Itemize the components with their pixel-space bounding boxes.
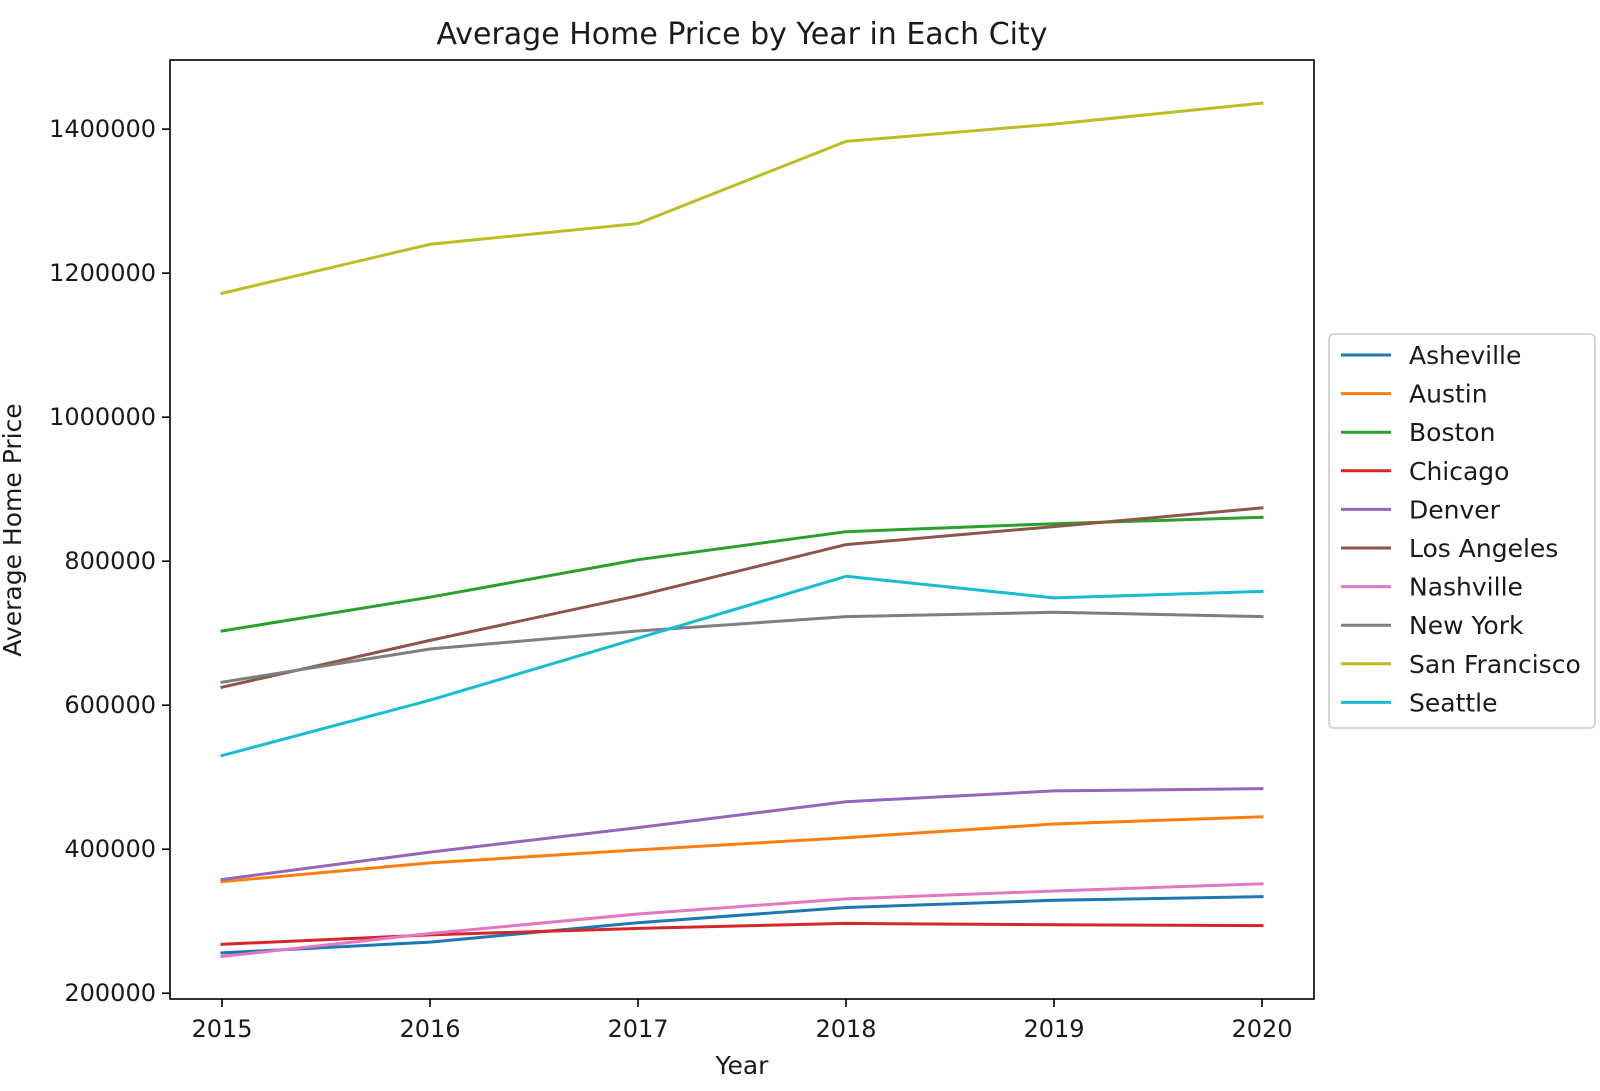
series-line-austin — [220, 815, 1264, 884]
x-tick-label: 2018 — [815, 1015, 876, 1043]
legend-label-san-francisco: San Francisco — [1409, 650, 1581, 679]
y-tick-label: 400000 — [64, 835, 156, 863]
legend-label-chicago: Chicago — [1409, 457, 1509, 486]
y-tick-label: 200000 — [64, 979, 156, 1007]
x-tick-label: 2015 — [191, 1015, 252, 1043]
series-line-san-francisco — [220, 101, 1264, 296]
series-line-chicago — [220, 921, 1264, 946]
x-axis: 2015 2016 2017 2018 2019 2020 — [191, 999, 1293, 1043]
legend-frame — [1328, 333, 1596, 729]
x-tick-label: 2020 — [1231, 1015, 1292, 1043]
series-line-seattle — [220, 574, 1264, 758]
series-line-nashville — [220, 882, 1264, 959]
y-tick-label: 600000 — [64, 691, 156, 719]
y-tick-label: 1000000 — [49, 403, 156, 431]
x-tick-label: 2016 — [399, 1015, 460, 1043]
y-tick-label: 1200000 — [49, 259, 156, 287]
y-tick-label: 1400000 — [49, 115, 156, 143]
x-axis-label: Year — [715, 1051, 770, 1080]
plot-area — [169, 59, 1315, 1000]
series-lines — [220, 101, 1264, 959]
y-axis-label: Average Home Price — [0, 403, 27, 656]
series-line-denver — [220, 787, 1264, 882]
legend: Asheville Austin Boston Chicago Denver Los An… — [1328, 333, 1596, 729]
legend-label-nashville: Nashville — [1409, 573, 1523, 602]
series-line-los-angeles — [220, 506, 1264, 689]
plot-frame — [169, 59, 1315, 1000]
legend-label-los-angeles: Los Angeles — [1409, 534, 1558, 563]
x-tick-label: 2019 — [1023, 1015, 1084, 1043]
legend-label-austin: Austin — [1409, 380, 1488, 409]
x-tick-label: 2017 — [607, 1015, 668, 1043]
y-tick-label: 800000 — [64, 547, 156, 575]
chart-title: Average Home Price by Year in Each City — [436, 17, 1047, 52]
series-line-new-york — [220, 610, 1264, 684]
legend-label-asheville: Asheville — [1409, 341, 1521, 370]
legend-label-denver: Denver — [1409, 495, 1501, 524]
series-line-asheville — [220, 895, 1264, 955]
y-axis: 200000 400000 600000 800000 1000000 1200000 14… — [49, 115, 170, 1007]
legend-label-seattle: Seattle — [1409, 688, 1498, 717]
legend-label-new-york: New York — [1409, 611, 1524, 640]
legend-label-boston: Boston — [1409, 418, 1495, 447]
